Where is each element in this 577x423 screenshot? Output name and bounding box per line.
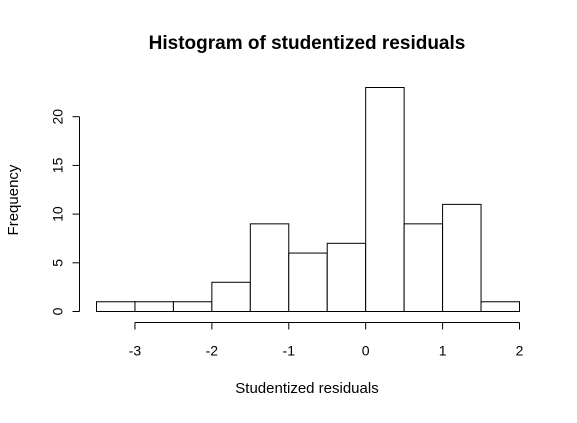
bars-group [96, 87, 520, 313]
y-tick-label: 5 [50, 259, 66, 267]
histogram-bar [480, 301, 520, 312]
histogram-bar [365, 87, 405, 312]
x-axis: -3 -2 -1 0 1 2 [129, 322, 524, 359]
histogram-bar [134, 301, 174, 312]
x-tick-label: -2 [206, 343, 219, 359]
chart-title: Histogram of studentized residuals [149, 33, 466, 54]
histogram-bar [326, 242, 367, 312]
histogram-bar [442, 203, 482, 312]
x-tick-label: -3 [129, 343, 142, 359]
x-tick-label: -1 [283, 343, 296, 359]
y-axis-label: Frequency [5, 164, 22, 235]
y-tick-label: 15 [50, 157, 66, 173]
histogram-bar [211, 281, 251, 313]
histogram-bar [96, 301, 136, 312]
y-tick-label: 20 [50, 109, 66, 125]
x-tick-label: 0 [362, 343, 370, 359]
x-axis-label: Studentized residuals [235, 380, 378, 397]
x-tick-label: 2 [516, 343, 524, 359]
x-tick-label: 1 [439, 343, 447, 359]
y-tick-label: 10 [50, 206, 66, 222]
histogram-bar [288, 252, 328, 312]
y-axis: 0 5 10 15 20 [50, 109, 80, 315]
histogram-bar [249, 223, 290, 312]
y-tick-label: 0 [50, 307, 66, 315]
histogram-bar [403, 223, 444, 312]
histogram-bar [172, 301, 213, 312]
